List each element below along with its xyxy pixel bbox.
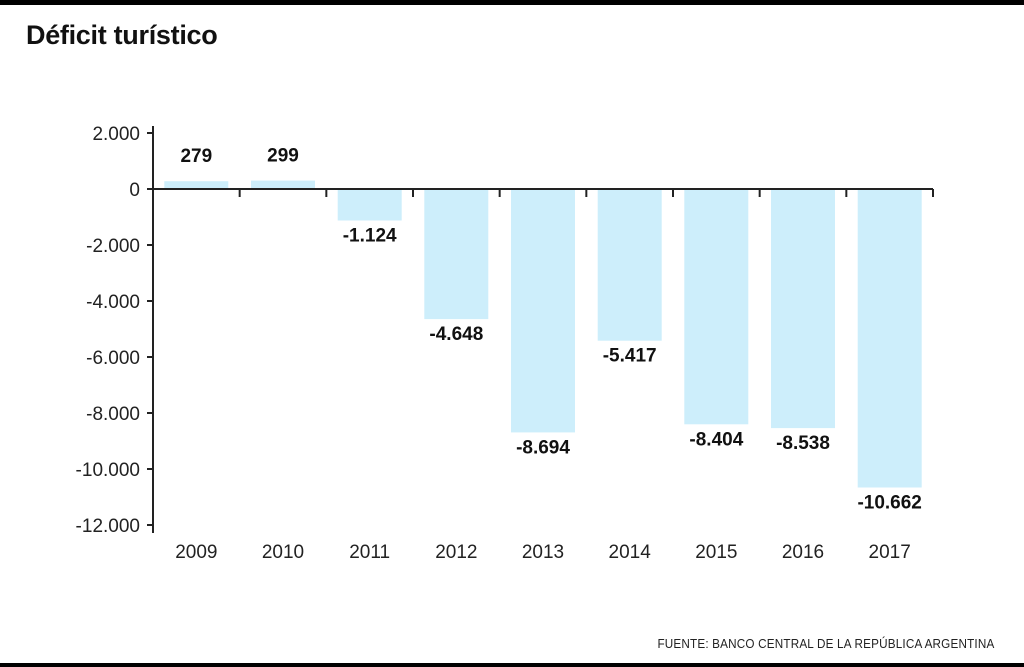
bar-2011 xyxy=(337,189,402,221)
value-label: -8.694 xyxy=(516,437,570,458)
bar-2017 xyxy=(857,189,922,488)
value-label: 299 xyxy=(267,146,299,167)
x-tick-label: 2010 xyxy=(262,542,304,563)
value-label: 279 xyxy=(180,146,212,167)
value-labels: 279 299 -1.124 -4.648 -8.694 -5.417 -8.404 -8.5… xyxy=(180,146,921,514)
y-tick-label: -2.000 xyxy=(86,236,140,257)
y-tick-label: -4.000 xyxy=(86,292,140,313)
bars-group xyxy=(164,180,922,488)
y-tick-label: 0 xyxy=(129,180,140,201)
value-label: -1.124 xyxy=(343,225,397,246)
bar-2013 xyxy=(511,189,575,433)
axes-group xyxy=(147,126,934,533)
x-tick-label: 2013 xyxy=(522,542,564,563)
x-tick-label: 2012 xyxy=(435,542,477,563)
y-tick-labels: 2.000 0 -2.000 -4.000 -6.000 -8.000 -10.000 -12… xyxy=(76,124,140,537)
bar-2015 xyxy=(684,189,749,425)
x-tick-label: 2017 xyxy=(869,542,911,563)
x-tick-label: 2014 xyxy=(609,542,652,563)
value-label: -5.417 xyxy=(603,346,657,367)
top-rule xyxy=(0,0,1024,5)
x-tick-label: 2009 xyxy=(175,542,217,563)
chart-title: Déficit turístico xyxy=(26,20,218,50)
y-tick-label: -10.000 xyxy=(76,460,140,481)
x-tick-labels: 2009 2010 2011 2012 2013 2014 2015 2016 2017 xyxy=(175,542,911,563)
value-label: -8.404 xyxy=(689,429,743,450)
y-tick-label: 2.000 xyxy=(92,124,140,145)
value-label: -10.662 xyxy=(857,493,921,514)
bar-2014 xyxy=(597,189,662,341)
x-tick-label: 2016 xyxy=(782,542,824,563)
bar-2016 xyxy=(771,189,835,429)
source-note: FUENTE: BANCO CENTRAL DE LA REPÚBLICA AR… xyxy=(656,636,994,651)
value-label: -4.648 xyxy=(429,324,483,345)
bar-2010 xyxy=(251,180,315,189)
x-tick-label: 2015 xyxy=(695,542,737,563)
bar-2012 xyxy=(424,189,489,320)
bottom-rule xyxy=(0,663,1024,667)
value-label: -8.538 xyxy=(776,433,830,454)
y-tick-label: -6.000 xyxy=(86,348,140,369)
x-tick-label: 2011 xyxy=(349,542,390,563)
bar-2009 xyxy=(164,181,229,189)
y-tick-label: -12.000 xyxy=(76,516,140,537)
y-tick-label: -8.000 xyxy=(86,404,140,425)
